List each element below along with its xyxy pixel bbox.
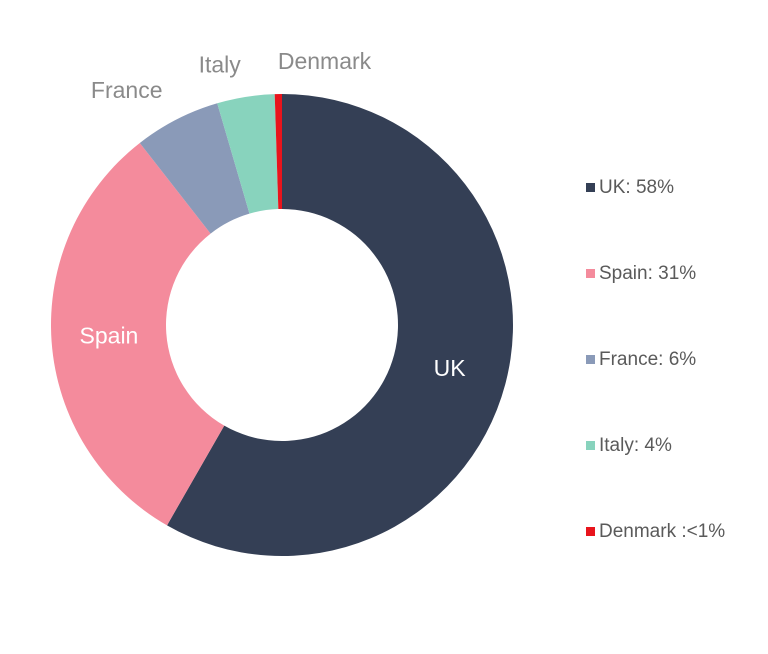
slice: [274, 94, 282, 210]
legend-swatch: [586, 527, 595, 536]
legend-swatch: [586, 441, 595, 450]
slice: [139, 103, 250, 234]
legend-swatch: [586, 183, 595, 192]
legend-label: France: 6%: [599, 349, 696, 370]
slice: [217, 94, 279, 214]
slice-label: Italy: [199, 51, 242, 77]
slice-label: Denmark: [278, 48, 372, 74]
slice-label: UK: [434, 355, 467, 381]
slice-label: France: [91, 77, 163, 103]
legend-label: UK: 58%: [599, 177, 674, 198]
legend-swatch: [586, 355, 595, 364]
legend-label: Denmark :<1%: [599, 521, 725, 542]
legend-label: Spain: 31%: [599, 263, 696, 284]
slice: [167, 94, 513, 556]
slice-label: Spain: [80, 322, 139, 348]
legend-swatch: [586, 269, 595, 278]
slice: [50, 142, 225, 526]
legend-label: Italy: 4%: [599, 435, 672, 456]
